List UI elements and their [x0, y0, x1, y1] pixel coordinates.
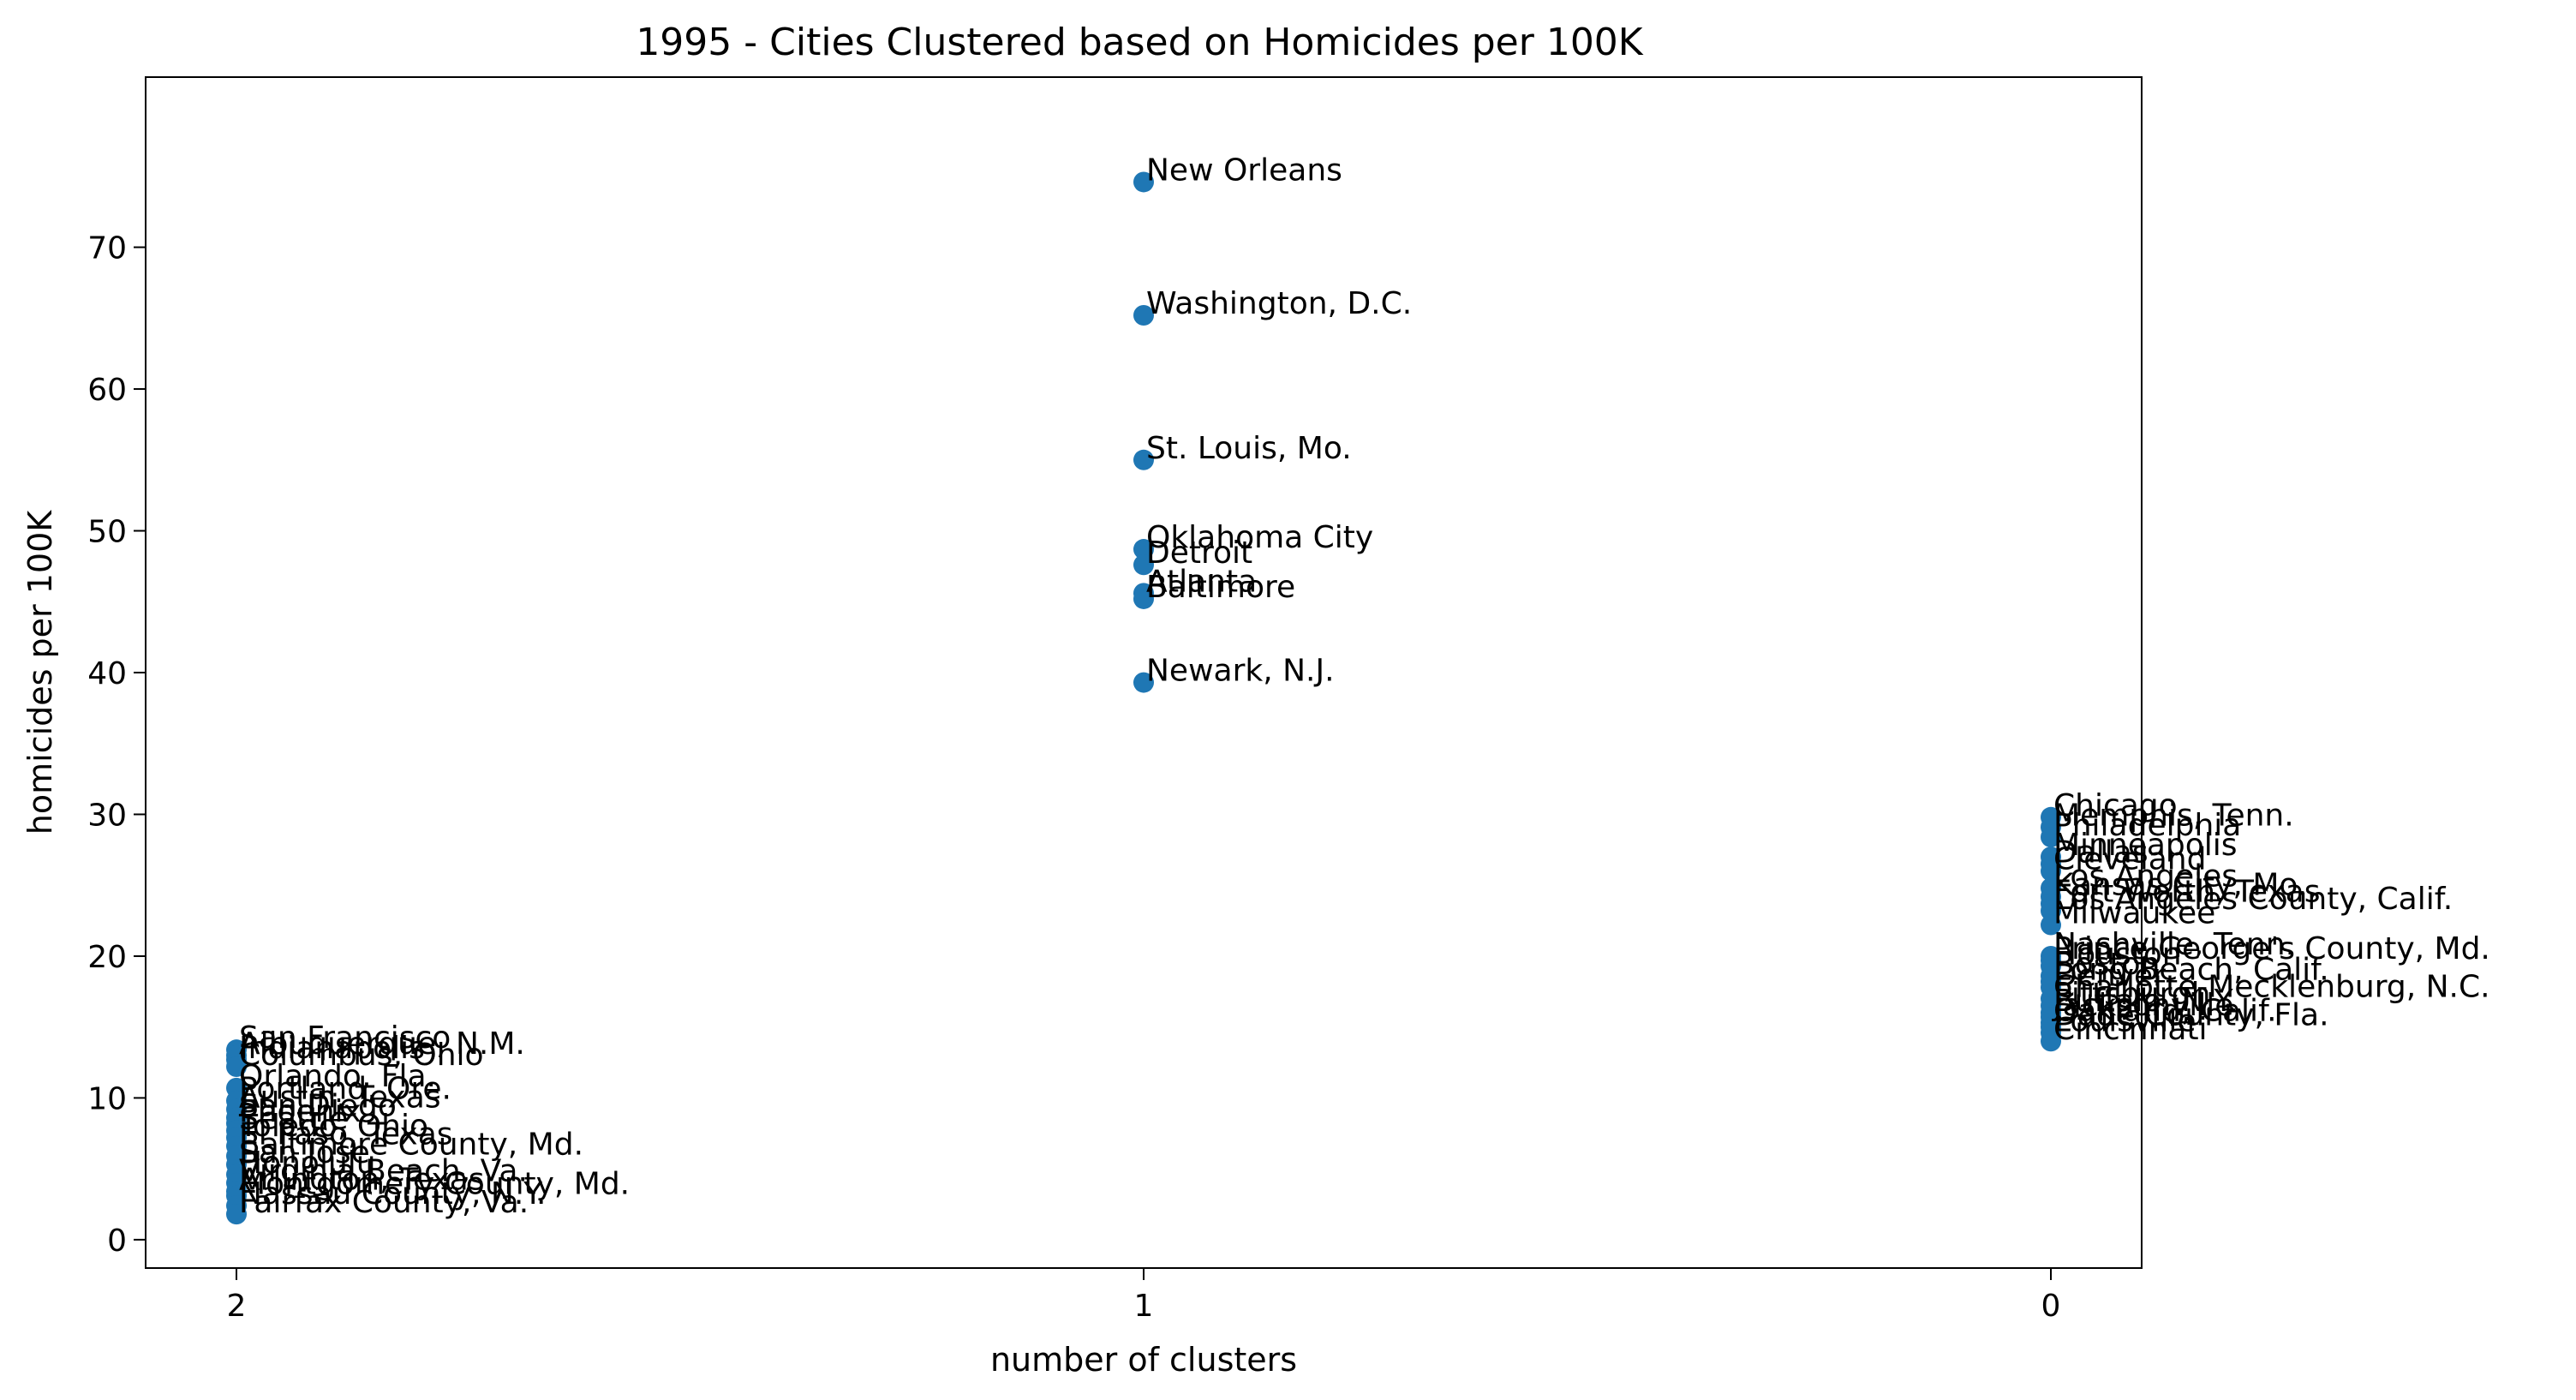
point-label: New Orleans: [1146, 153, 1342, 188]
y-axis: 0 10 20 30 40 50 60 70: [87, 231, 146, 1259]
data-point: [1133, 672, 1154, 693]
point-label: Honolulu: [239, 1146, 376, 1181]
point-label: Phoenix: [239, 1094, 362, 1129]
data-point: [1133, 588, 1154, 609]
point-label: Nashville, Tenn.: [2053, 927, 2295, 962]
data-point: [1133, 539, 1154, 560]
data-points: [226, 171, 2061, 1225]
y-tick-label: 70: [87, 231, 127, 266]
data-point: [2041, 826, 2061, 847]
data-point: [2041, 860, 2061, 882]
x-tick-label: 0: [2041, 1289, 2061, 1324]
point-label: Fairfax County, Va.: [239, 1185, 529, 1220]
data-point: [1133, 305, 1154, 326]
data-point: [1133, 171, 1154, 193]
point-label: Columbus, Ohio: [239, 1038, 484, 1073]
point-label: El Paso, Texas: [239, 1117, 453, 1152]
point-label: Pittsburgh: [2053, 977, 2210, 1012]
point-label: Los Angeles County, Calif.: [2053, 882, 2453, 917]
point-label: Minneapolis: [2053, 828, 2238, 863]
point-label: Boston: [2053, 947, 2160, 982]
data-point: [226, 1204, 247, 1225]
point-label: Buffalo, N.Y.: [2053, 984, 2237, 1019]
y-tick-label: 50: [87, 515, 127, 550]
point-label: Baltimore: [1146, 570, 1295, 605]
point-label: Arlington, Texas: [239, 1163, 484, 1198]
point-label: San Francisco: [239, 1020, 451, 1056]
data-point: [1133, 554, 1154, 576]
y-tick-label: 40: [87, 656, 127, 691]
data-point: [2041, 914, 2061, 936]
point-label: Dade County, Fla.: [2053, 998, 2329, 1033]
y-axis-label: homicides per 100K: [21, 510, 59, 835]
point-label: Fort Worth, Texas: [2053, 875, 2320, 910]
point-label: Long Beach, Calif.: [2053, 953, 2329, 988]
point-label: Charlotte-Mecklenburg, N.C.: [2053, 970, 2490, 1005]
point-label: Milwaukee: [2053, 896, 2215, 931]
point-label: Cleveland: [2053, 842, 2206, 877]
point-label: St. Louis, Mo.: [1146, 431, 1352, 466]
point-label: Cincinnati: [2053, 1012, 2208, 1047]
point-label: Toledo, Ohio: [238, 1109, 428, 1144]
point-label: Albuquerque, N.M.: [239, 1026, 525, 1062]
chart-title: 1995 - Cities Clustered based on Homicid…: [636, 21, 1643, 64]
y-tick-label: 60: [87, 373, 127, 408]
data-point: [2041, 900, 2061, 921]
point-label: Louisville: [2053, 1003, 2196, 1038]
point-label: Oakland, Calif.: [2053, 994, 2277, 1029]
point-label: Nassau County, N.Y.: [239, 1176, 546, 1212]
point-label: Washington, D.C.: [1146, 286, 1412, 321]
point-label: Baltimore County, Md.: [239, 1127, 583, 1162]
point-label: Detroit: [1146, 535, 1252, 571]
point-label: Oklahoma City: [1146, 520, 1373, 555]
point-label: Virginia Beach, Va.: [239, 1154, 528, 1189]
point-label: Los Angeles: [2053, 859, 2238, 894]
point-label: Austin, Texas: [239, 1080, 441, 1116]
y-tick-label: 30: [87, 798, 127, 833]
point-label: Seattle: [239, 1101, 348, 1136]
point-label: Memphis, Tenn.: [2053, 798, 2294, 833]
point-labels: New Orleans Washington, D.C. St. Louis, Mo…: [238, 153, 2490, 1220]
x-tick-label: 1: [1134, 1289, 1154, 1324]
point-label: Atlanta: [1146, 564, 1257, 599]
point-label: Prince George's County, Md.: [2053, 931, 2490, 966]
point-label: Chicago: [2053, 788, 2178, 823]
data-point: [226, 1056, 247, 1078]
point-label: San Diego: [239, 1089, 397, 1124]
point-label: Newark, N.J.: [1146, 654, 1335, 689]
point-label: Philadelphia: [2053, 808, 2241, 843]
point-label: Indianapolis: [239, 1031, 425, 1066]
y-tick-label: 0: [107, 1224, 127, 1259]
point-label: Kansas City, Mo.: [2053, 867, 2307, 902]
point-label: Jacksonville: [2052, 988, 2233, 1023]
x-axis: 2 1 0: [227, 1268, 2061, 1324]
x-axis-label: number of clusters: [990, 1341, 1297, 1379]
point-label: Denver: [2053, 958, 2166, 993]
data-point: [1133, 449, 1154, 470]
x-tick-label: 2: [227, 1289, 247, 1324]
point-label: Orlando, Fla.: [239, 1059, 436, 1094]
data-point: [2041, 1031, 2061, 1052]
point-label: Houston: [2053, 937, 2182, 972]
point-label: Portland, Ore.: [239, 1072, 451, 1107]
y-tick-label: 10: [87, 1081, 127, 1116]
point-label: Dallas: [2053, 835, 2149, 870]
point-label: San Jose: [239, 1135, 370, 1170]
point-label: Montgomery County, Md.: [239, 1167, 630, 1202]
y-tick-label: 20: [87, 940, 127, 975]
